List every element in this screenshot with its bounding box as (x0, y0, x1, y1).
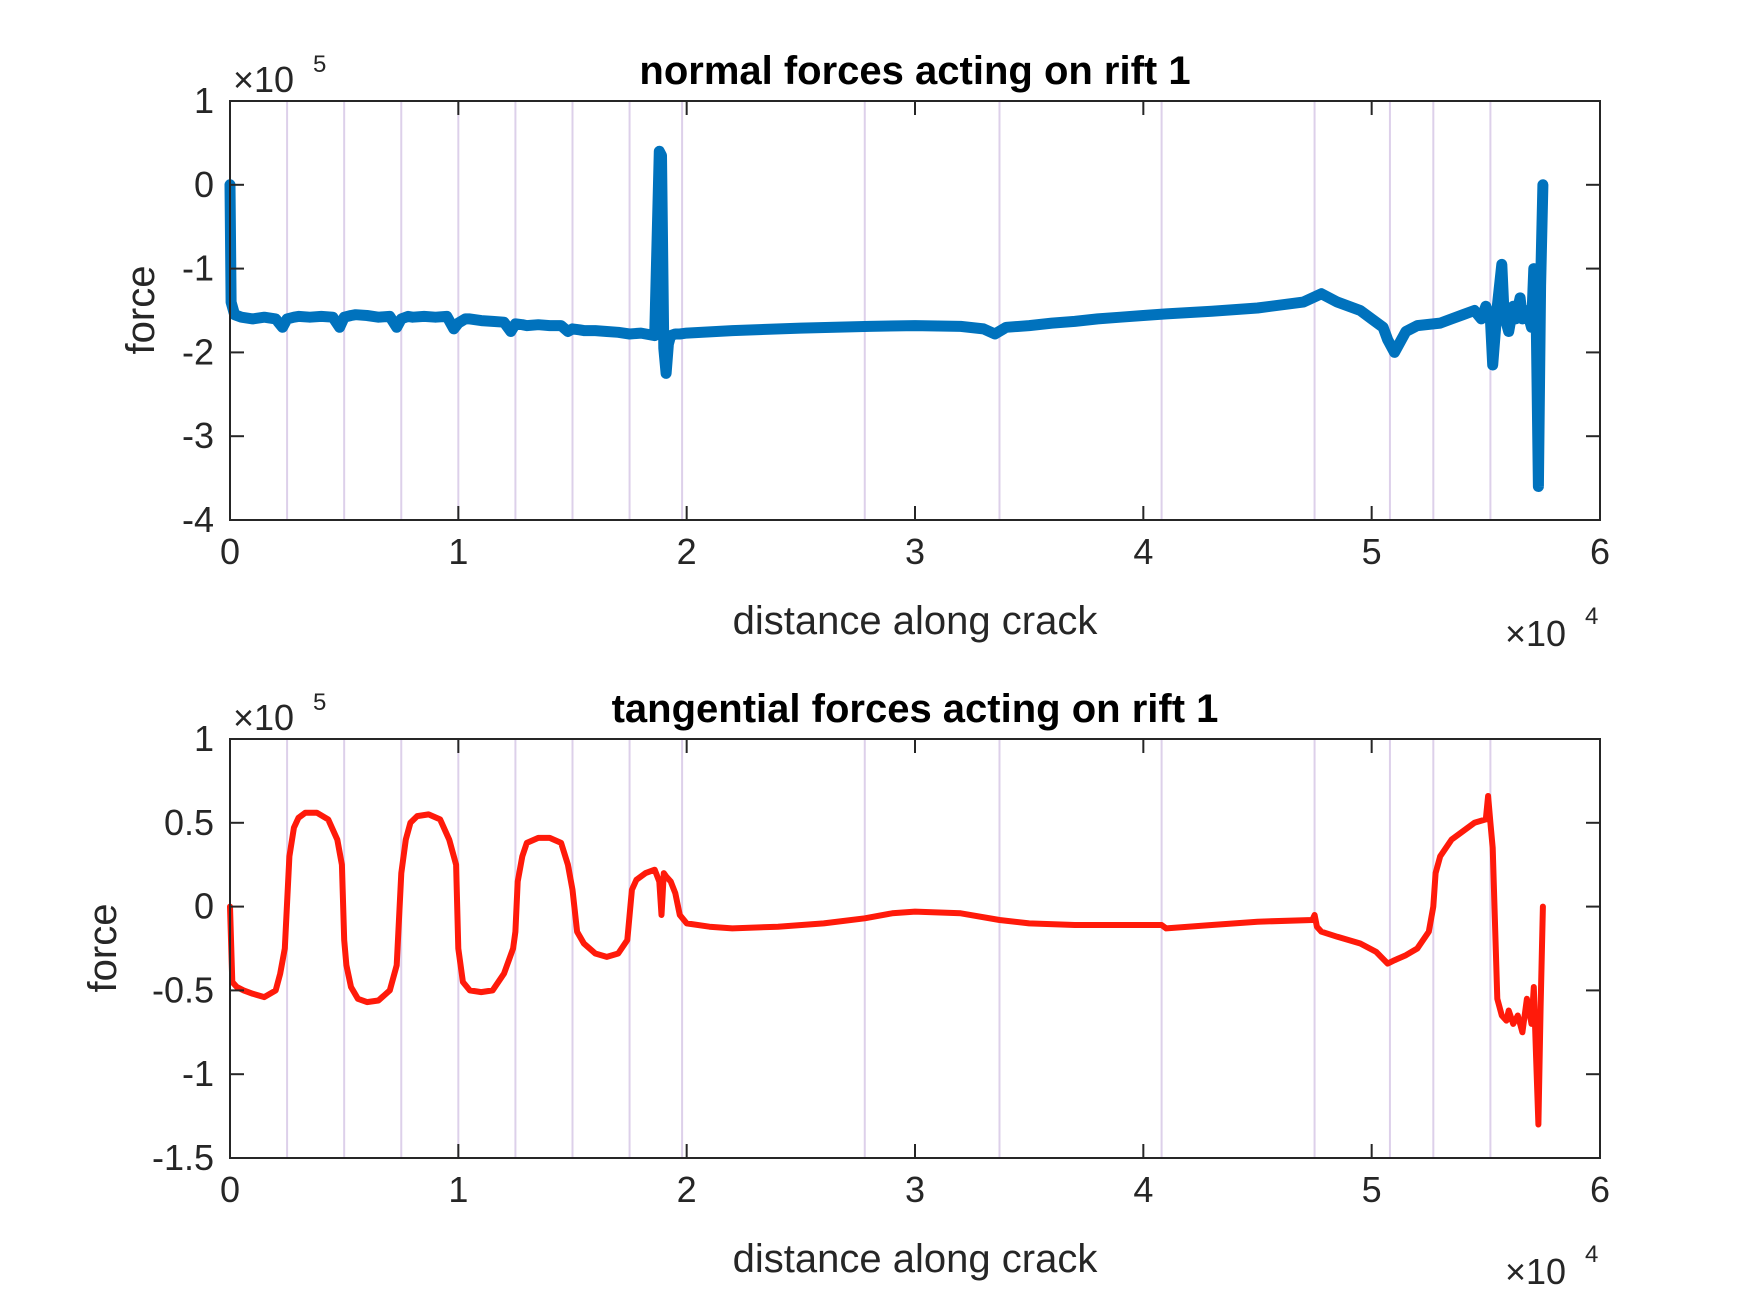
x-tick-label: 1 (448, 1169, 468, 1210)
x-tick-label: 5 (1362, 531, 1382, 572)
x-multiplier-base-1: ×10 (1505, 613, 1566, 654)
x-tick-label: 6 (1590, 1169, 1610, 1210)
y-multiplier-1: ×10 5 (233, 51, 326, 100)
series-layer-2 (227, 793, 1546, 1128)
chart-title-2: tangential forces acting on rift 1 (612, 687, 1219, 731)
y-tick-label: 1 (194, 718, 214, 759)
x-multiplier-1: ×10 4 (1505, 603, 1598, 654)
y-tick-label: 1 (194, 80, 214, 121)
series-layer-1 (224, 145, 1549, 492)
x-axis-label-1: distance along crack (733, 599, 1099, 643)
x-tick-label: 3 (905, 1169, 925, 1210)
y-multiplier-exp-1: 5 (313, 51, 326, 78)
y-tick-label: -3 (182, 415, 214, 456)
x-tick-label: 3 (905, 531, 925, 572)
plot-area-1 (230, 101, 1600, 520)
x-tick-label: 2 (677, 531, 697, 572)
y-tick-label: -1 (182, 248, 214, 289)
x-multiplier-2: ×10 4 (1505, 1241, 1598, 1292)
x-tick-label: 2 (677, 1169, 697, 1210)
y-tick-label: 0 (194, 886, 214, 927)
chart-normal-forces: 0 1 2 3 4 5 6 -4 -3 -2 -1 0 1 normal forces acting o… (119, 49, 1610, 654)
chart-title-1: normal forces acting on rift 1 (639, 49, 1190, 93)
y-axis-label-1: force (119, 266, 163, 355)
x-tick-label: 0 (220, 1169, 240, 1210)
y-multiplier-exp-2: 5 (313, 689, 326, 716)
y-tick-label: -1 (182, 1053, 214, 1094)
y-tick-label: -2 (182, 331, 214, 372)
y-tick-label: -0.5 (152, 969, 214, 1010)
plot-area-2 (230, 739, 1600, 1158)
y-multiplier-base-2: ×10 (233, 697, 294, 738)
x-tick-label: 0 (220, 531, 240, 572)
y-tick-label: 0.5 (164, 802, 214, 843)
ticks-2: 0 1 2 3 4 5 6 -1.5 -1 -0.5 0 0.5 1 (152, 718, 1610, 1210)
y-tick-label: -4 (182, 499, 214, 540)
ticks-1: 0 1 2 3 4 5 6 -4 -3 -2 -1 0 1 (182, 80, 1610, 572)
x-tick-label: 6 (1590, 531, 1610, 572)
y-tick-label: 0 (194, 164, 214, 205)
x-tick-label: 4 (1133, 531, 1153, 572)
y-tick-label: -1.5 (152, 1137, 214, 1178)
y-multiplier-2: ×10 5 (233, 689, 326, 738)
x-multiplier-exp-2: 4 (1585, 1241, 1598, 1268)
x-tick-label: 4 (1133, 1169, 1153, 1210)
x-multiplier-base-2: ×10 (1505, 1251, 1566, 1292)
y-multiplier-base-1: ×10 (233, 59, 294, 100)
chart-tangential-forces: 0 1 2 3 4 5 6 -1.5 -1 -0.5 0 0.5 1 tangential forces… (81, 687, 1610, 1292)
x-tick-label: 5 (1362, 1169, 1382, 1210)
y-axis-label-2: force (81, 904, 125, 993)
x-tick-label: 1 (448, 531, 468, 572)
x-axis-label-2: distance along crack (733, 1237, 1099, 1281)
series-line (224, 145, 1549, 492)
series-line (227, 793, 1546, 1128)
x-multiplier-exp-1: 4 (1585, 603, 1598, 630)
